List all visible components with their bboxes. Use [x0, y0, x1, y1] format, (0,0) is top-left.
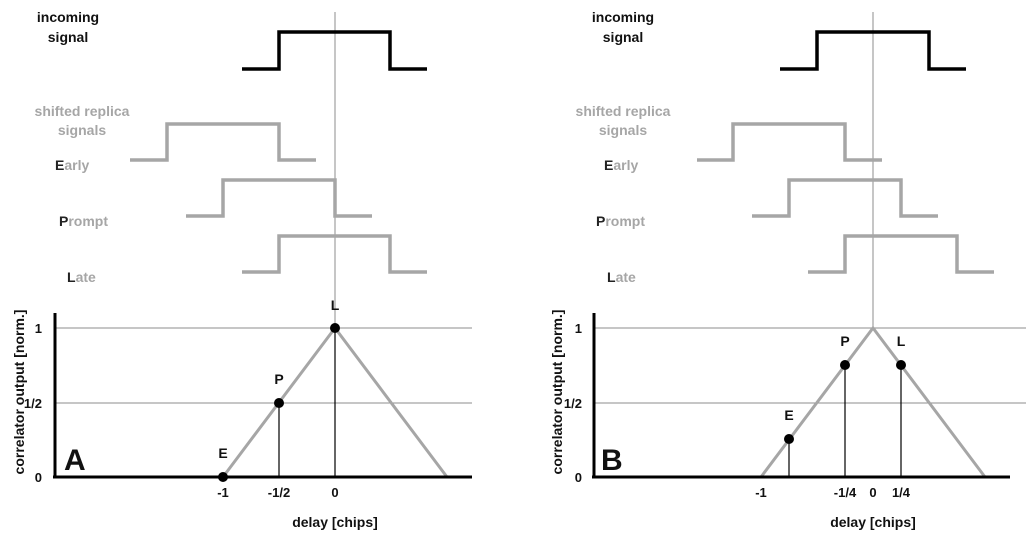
replica-label-early: Early	[55, 157, 89, 173]
point-label-e: E	[784, 407, 793, 423]
panel-letter: B	[601, 444, 623, 477]
late-replica-pulse	[242, 234, 427, 274]
replica-label-early: Early	[604, 157, 638, 173]
y-axis-title: correlator output [norm.]	[11, 310, 27, 475]
shifted-replica-label-line2: signals	[58, 122, 106, 138]
x-tick-quarter: 1/4	[892, 485, 911, 500]
x-tick-0: 0	[869, 485, 876, 500]
replica-label-prompt: Prompt	[59, 213, 108, 229]
incoming-signal-label-line2: signal	[603, 29, 643, 45]
y-tick-0: 0	[35, 470, 42, 485]
panel-letter: A	[64, 444, 86, 477]
incoming-signal-pulse	[242, 30, 427, 71]
prompt-replica-pulse	[186, 178, 372, 218]
replica-label-prompt: Prompt	[596, 213, 645, 229]
incoming-signal-label-line2: signal	[48, 29, 88, 45]
y-tick-half: 1/2	[564, 396, 582, 411]
point-l	[896, 360, 906, 370]
point-p	[840, 360, 850, 370]
point-label-l: L	[897, 333, 906, 349]
y-tick-1: 1	[35, 321, 42, 336]
point-label-p: P	[274, 371, 283, 387]
point-label-e: E	[218, 445, 227, 461]
x-axis-title: delay [chips]	[830, 514, 916, 530]
replica-label-late: Late	[607, 269, 636, 285]
point-l	[330, 323, 340, 333]
panel-b: incoming signal shifted replica signals …	[549, 9, 1026, 530]
panel-a: incoming signal shifted replica signals …	[11, 9, 472, 530]
shifted-replica-label-line2: signals	[599, 122, 647, 138]
point-e	[218, 472, 228, 482]
prompt-replica-pulse	[752, 178, 938, 218]
x-tick-minus-1: -1	[755, 485, 767, 500]
y-tick-1: 1	[575, 321, 582, 336]
incoming-signal-label-line1: incoming	[592, 9, 654, 25]
point-p	[274, 398, 284, 408]
early-replica-pulse	[130, 122, 316, 162]
point-label-l: L	[331, 297, 340, 313]
incoming-signal-pulse	[780, 30, 966, 71]
y-tick-0: 0	[575, 470, 582, 485]
y-axis-title: correlator output [norm.]	[549, 310, 565, 475]
late-replica-pulse	[808, 234, 994, 274]
point-e	[784, 434, 794, 444]
shifted-replica-label-line1: shifted replica	[576, 103, 671, 119]
early-replica-pulse	[697, 122, 882, 162]
x-tick-0: 0	[331, 485, 338, 500]
x-tick-minus-quarter: -1/4	[834, 485, 857, 500]
correlation-triangle	[759, 325, 987, 478]
shifted-replica-label-line1: shifted replica	[35, 103, 130, 119]
incoming-signal-label-line1: incoming	[37, 9, 99, 25]
point-label-p: P	[840, 333, 849, 349]
x-axis-title: delay [chips]	[292, 514, 378, 530]
x-tick-minus-half: -1/2	[268, 485, 290, 500]
y-tick-half: 1/2	[24, 396, 42, 411]
x-tick-minus-1: -1	[217, 485, 229, 500]
replica-label-late: Late	[67, 269, 96, 285]
